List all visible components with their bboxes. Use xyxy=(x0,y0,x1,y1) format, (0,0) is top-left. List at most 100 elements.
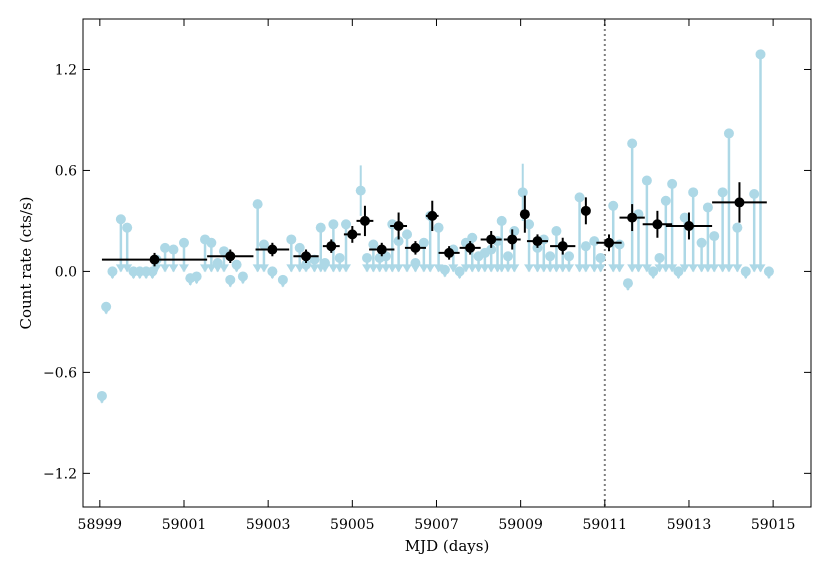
upper-limit-arrow-head xyxy=(551,264,562,273)
upper-limit-arrow-head xyxy=(467,264,478,273)
upper-limit-arrow-head xyxy=(688,264,699,273)
plot-frame xyxy=(82,18,812,508)
raw-data-point xyxy=(107,266,118,277)
binned-data-point xyxy=(393,220,404,231)
upper-limit-arrow-head xyxy=(608,264,619,273)
raw-data-point xyxy=(702,202,713,213)
raw-data-point xyxy=(286,234,297,245)
raw-data-point xyxy=(622,278,633,289)
binned-data-point xyxy=(486,234,497,245)
raw-data-point xyxy=(673,266,684,277)
raw-data-point xyxy=(763,266,774,277)
upper-limit-arrow-head xyxy=(200,264,211,273)
x-tick-label: 59007 xyxy=(414,517,459,533)
binned-data-point xyxy=(225,251,236,262)
raw-data-point xyxy=(368,239,379,250)
y-axis-label: Count rate (cts/s) xyxy=(17,197,35,330)
upper-limit-arrow-head xyxy=(496,264,507,273)
upper-limit-arrow-head xyxy=(660,264,671,273)
binned-data-point xyxy=(301,251,312,262)
raw-data-point xyxy=(717,187,728,198)
raw-data-point xyxy=(641,175,652,186)
x-tick-label: 59015 xyxy=(751,517,796,533)
binned-data-point xyxy=(376,244,387,255)
upper-limit-arrow-head xyxy=(258,264,269,273)
upper-limit-arrow-head xyxy=(723,264,734,273)
upper-limit-arrow-head xyxy=(574,264,585,273)
upper-limit-arrow-head xyxy=(425,264,436,273)
raw-data-point xyxy=(517,187,528,198)
upper-limit-arrow-head xyxy=(473,264,484,273)
upper-limit-arrow-head xyxy=(545,264,556,273)
raw-data-point xyxy=(679,212,690,223)
upper-limit-arrow-head xyxy=(206,264,217,273)
raw-data-point xyxy=(439,264,450,275)
y-tick-label: −0.6 xyxy=(43,365,77,381)
binned-data-point xyxy=(519,209,530,220)
upper-limit-arrow-head xyxy=(524,264,535,273)
plot-border xyxy=(82,18,812,508)
binned-data-point xyxy=(604,237,615,248)
raw-data-point xyxy=(122,222,133,233)
upper-limit-arrow-head xyxy=(538,264,549,273)
upper-limit-arrow-head xyxy=(402,264,413,273)
raw-data-point xyxy=(294,242,305,253)
upper-limit-arrow-head xyxy=(557,264,568,273)
raw-data-point xyxy=(467,232,478,243)
raw-data-point xyxy=(564,251,575,262)
binned-data-point xyxy=(267,244,278,255)
raw-data-point xyxy=(654,252,665,263)
raw-data-point xyxy=(225,274,236,285)
raw-data-point xyxy=(723,128,734,139)
upper-limit-arrow-head xyxy=(503,264,514,273)
binned-data-point xyxy=(683,220,694,231)
upper-limit-arrow-head xyxy=(433,264,444,273)
upper-limit-arrow-head xyxy=(641,264,652,273)
upper-limit-arrow-head xyxy=(564,264,575,273)
upper-limit-arrow-head xyxy=(122,264,133,273)
raw-data-point xyxy=(319,258,330,268)
raw-data-point xyxy=(589,236,600,247)
raw-data-point xyxy=(258,239,269,250)
raw-data-point xyxy=(115,214,126,225)
raw-data-point xyxy=(503,251,514,262)
upper-limit-arrow-head xyxy=(633,264,644,273)
raw-data-point xyxy=(160,242,171,253)
raw-data-point xyxy=(648,266,659,277)
raw-data-point xyxy=(393,236,404,247)
raw-data-point xyxy=(101,301,112,312)
raw-data-point xyxy=(732,222,743,233)
upper-limit-arrow-head xyxy=(448,264,459,273)
raw-data-point xyxy=(206,237,217,248)
upper-limit-arrow-head xyxy=(749,264,760,273)
binned-data-point xyxy=(652,219,663,230)
upper-limit-arrow-head xyxy=(532,264,543,273)
x-tick-label: 59003 xyxy=(246,517,291,533)
raw-data-point xyxy=(740,266,751,277)
upper-limit-arrow-head xyxy=(178,264,189,273)
upper-limit-arrow-head xyxy=(380,264,391,273)
upper-limit-arrow-head xyxy=(362,264,373,273)
raw-data-point xyxy=(755,49,766,60)
y-tick-label: 0.0 xyxy=(55,264,77,280)
raw-data-point xyxy=(709,231,720,242)
raw-data-point xyxy=(418,237,429,248)
binned-data-point xyxy=(427,210,438,221)
raw-data-point xyxy=(410,258,421,268)
raw-data-point xyxy=(267,266,278,277)
raw-data-point xyxy=(237,271,248,282)
upper-limit-arrow-head xyxy=(595,264,606,273)
binned-data-point xyxy=(326,241,337,252)
upper-limit-arrow-head xyxy=(341,264,352,273)
upper-limit-arrow-head xyxy=(115,264,126,273)
binned-data-point xyxy=(465,242,476,253)
raw-data-point xyxy=(524,219,535,230)
raw-data-point xyxy=(749,189,760,200)
upper-limit-arrow-head xyxy=(717,264,728,273)
ticks-layer: 58999 59001 59003 59005 59007 59009 59011 59013… xyxy=(43,19,811,533)
binned-data-point xyxy=(507,234,518,245)
binned-data-point xyxy=(557,241,568,252)
upper-limit-arrow-head xyxy=(755,264,766,273)
